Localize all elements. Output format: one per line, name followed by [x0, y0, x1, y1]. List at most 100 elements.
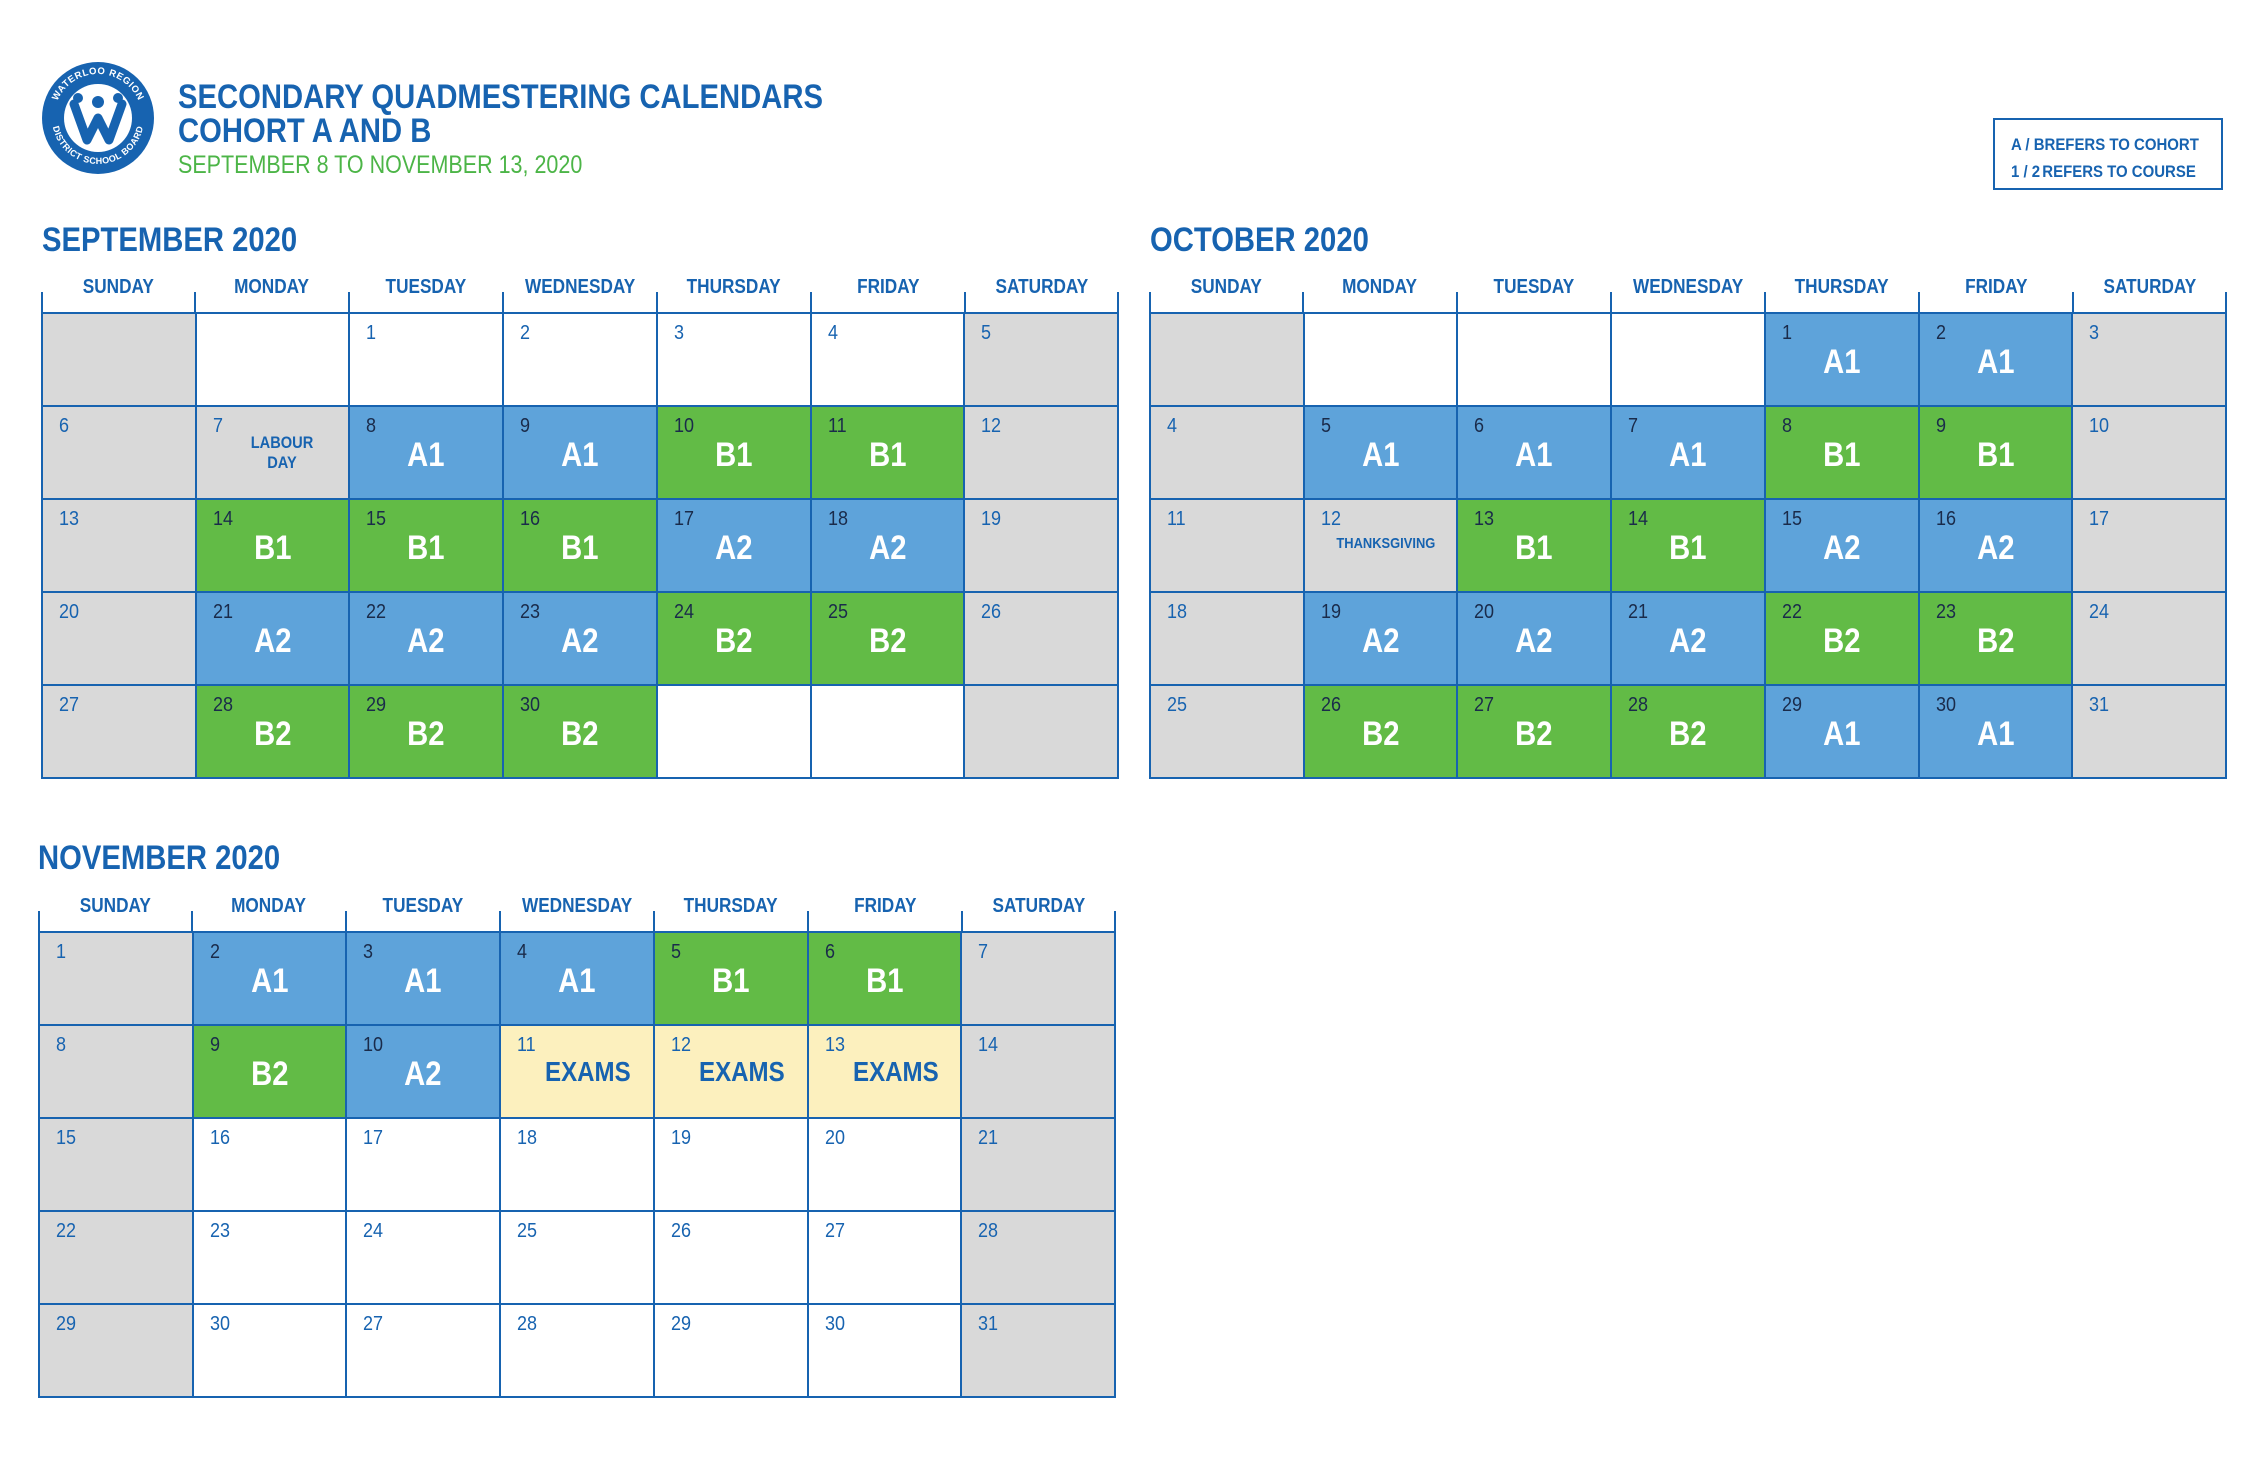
title-block: SECONDARY QUADMESTERING CALENDARS COHORT… — [178, 80, 928, 180]
day-number: 4 — [517, 941, 528, 963]
weekday-label: SUNDAY — [82, 276, 154, 298]
day-number: 20 — [1474, 601, 1495, 623]
day-cell: 22 A2 — [350, 593, 505, 686]
cohort-course-code: A2 — [1515, 622, 1553, 660]
weekday-label: SUNDAY — [79, 895, 151, 917]
school-board-logo: WATERLOO REGION DISTRICT SCHOOL BOARD — [42, 62, 154, 174]
calendar-november: SUNDAY MONDAY TUESDAY WEDNESDAY THURSDAY FRID… — [38, 887, 1116, 1398]
day-cell: 22 — [40, 1212, 194, 1305]
day-cell: 2 A1 — [193, 933, 348, 1026]
day-cell: 13 EXAMS — [808, 1026, 963, 1119]
weekday-divider — [961, 911, 963, 931]
day-cell: 6 — [43, 407, 197, 500]
weekday-label: WEDNESDAY — [1632, 276, 1744, 298]
day-cell: 5 A1 — [1304, 407, 1459, 500]
weekday-header: SATURDAY — [962, 887, 1116, 931]
day-cell — [196, 314, 351, 407]
day-cell: 15 B1 — [350, 500, 505, 593]
legend-box: A / B REFERS TO COHORT 1 / 2 REFERS TO C… — [1993, 118, 2223, 190]
day-number: 29 — [670, 1313, 691, 1335]
day-number: 16 — [1935, 508, 1956, 530]
cohort-course-code: A1 — [1823, 343, 1861, 381]
weekday-divider — [1301, 292, 1304, 312]
cohort-course-code: A1 — [250, 962, 289, 1000]
day-cell: 27 — [808, 1212, 963, 1305]
holiday-label: LABOUR DAY — [250, 433, 313, 472]
weekday-label: TUESDAY — [1493, 276, 1575, 298]
day-cell: 8 B1 — [1765, 407, 1920, 500]
day-number: 28 — [1628, 694, 1649, 716]
day-number: 3 — [363, 941, 374, 963]
cohort-course-code: A2 — [404, 1055, 442, 1093]
cohort-course-code: B2 — [1823, 622, 1861, 660]
cohort-course-code: B2 — [250, 1055, 289, 1093]
day-cell: 11 — [1151, 500, 1305, 593]
day-number: 5 — [981, 322, 992, 344]
day-cell: 3 A1 — [347, 933, 502, 1026]
weekday-label: MONDAY — [231, 895, 307, 917]
cohort-course-code: B1 — [1669, 529, 1707, 567]
weekday-label: SATURDAY — [2103, 276, 2197, 298]
day-number: 28 — [517, 1313, 538, 1335]
cohort-course-code: B2 — [1976, 622, 2015, 660]
day-number: 30 — [824, 1313, 845, 1335]
weekday-divider — [193, 292, 196, 312]
day-cell: 9 B2 — [193, 1026, 348, 1119]
weekday-label: WEDNESDAY — [521, 895, 633, 917]
day-cell: 1 — [350, 314, 505, 407]
cohort-course-code: A1 — [1976, 343, 2015, 381]
day-cell: 26 — [965, 593, 1119, 686]
weekday-divider — [655, 292, 658, 312]
exams-label: EXAMS — [698, 1056, 785, 1087]
legend-key: 1 / 2 — [2011, 162, 2041, 181]
day-cell: 21 A2 — [196, 593, 351, 686]
day-cell: 29 B2 — [350, 686, 505, 779]
weekday-header: TUESDAY — [346, 887, 500, 931]
day-number: 4 — [1167, 415, 1178, 437]
day-number: 3 — [2089, 322, 2100, 344]
day-number: 30 — [209, 1313, 230, 1335]
day-cell: 9 B1 — [1919, 407, 2074, 500]
day-number: 12 — [1320, 508, 1341, 530]
day-number: 27 — [824, 1220, 845, 1242]
day-number: 23 — [1935, 601, 1956, 623]
cohort-course-code: A2 — [561, 622, 599, 660]
day-cell: 30 — [193, 1305, 348, 1398]
day-number: 29 — [1781, 694, 1802, 716]
day-number: 15 — [366, 508, 387, 530]
cohort-course-code: B1 — [1976, 436, 2015, 474]
day-number: 8 — [56, 1034, 67, 1056]
day-number: 2 — [209, 941, 220, 963]
day-cell: 8 — [40, 1026, 194, 1119]
month-title-november: NOVEMBER 2020 — [38, 839, 281, 877]
day-cell: 8 A1 — [350, 407, 505, 500]
weekday-divider — [2225, 292, 2227, 312]
day-number: 18 — [1167, 601, 1188, 623]
day-cell: 28 B2 — [196, 686, 351, 779]
weekday-header: FRIDAY — [808, 887, 962, 931]
cohort-course-code: B2 — [407, 715, 445, 753]
cohort-course-code: B1 — [865, 962, 904, 1000]
day-cell: 28 B2 — [1612, 686, 1766, 779]
day-number: 2 — [520, 322, 531, 344]
day-number: 13 — [59, 508, 80, 530]
cohort-course-code: B1 — [712, 962, 750, 1000]
weekday-header: SATURDAY — [2073, 268, 2227, 312]
day-number: 7 — [212, 415, 223, 437]
day-number: 3 — [673, 322, 684, 344]
cohort-course-code: A1 — [404, 962, 442, 1000]
calendar-grid: 1 A1 2 A1 3 4 5 A1 6 A1 7 A1 8 B1 9 B1 10 11 12 THANKSGIVIN… — [1149, 312, 2227, 779]
month-title-october: OCTOBER 2020 — [1150, 221, 1369, 259]
day-cell: 4 — [811, 314, 966, 407]
weekday-header: THURSDAY — [654, 887, 808, 931]
weekday-header: WEDNESDAY — [500, 887, 654, 931]
day-cell: 15 A2 — [1765, 500, 1920, 593]
calendar-october: SUNDAY MONDAY TUESDAY WEDNESDAY THURSDAY FRID… — [1149, 268, 2227, 779]
day-number: 8 — [1781, 415, 1792, 437]
weekday-header: THURSDAY — [1765, 268, 1919, 312]
weekday-label: FRIDAY — [1964, 276, 2028, 298]
exams-label: EXAMS — [852, 1056, 939, 1087]
weekday-divider — [344, 911, 347, 931]
day-cell: 20 — [808, 1119, 963, 1212]
cohort-course-code: A1 — [558, 962, 596, 1000]
